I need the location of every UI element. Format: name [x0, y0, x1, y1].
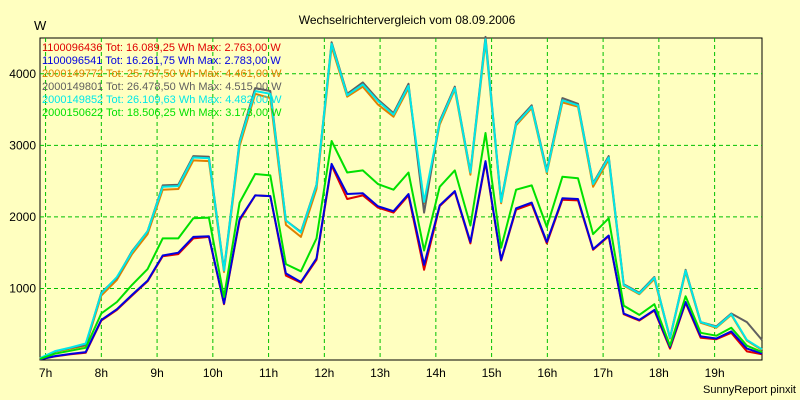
series-line-1100096541	[39, 160, 763, 361]
series-line-1100096436	[39, 161, 763, 361]
series-layer	[39, 35, 763, 361]
y-tick-label: 4000	[9, 67, 36, 81]
x-tick-label: 10h	[203, 366, 223, 380]
x-tick-label: 13h	[370, 366, 390, 380]
x-tick-label: 14h	[426, 366, 446, 380]
x-tick-label: 16h	[537, 366, 557, 380]
legend-entry-1100096436: 1100096436 Tot: 16.089,25 Wh Max: 2.763,…	[42, 42, 281, 54]
series-line-2000150622	[39, 132, 763, 360]
x-tick-label: 18h	[649, 366, 669, 380]
x-tick-label: 9h	[150, 366, 163, 380]
x-tick-label: 7h	[39, 366, 52, 380]
y-tick-label: 1000	[9, 281, 36, 295]
legend-entry-2000149801: 2000149801 Tot: 26.478,50 Wh Max: 4.515,…	[42, 81, 282, 93]
y-tick-label: 2000	[9, 210, 36, 224]
y-tick-label: 3000	[9, 138, 36, 152]
footer-credit: SunnyReport pinxit	[703, 384, 796, 396]
y-tick-labels: 1000 2000 3000 4000	[9, 67, 36, 296]
chart-title: Wechselrichtervergleich vom 08.09.2006	[299, 13, 516, 27]
legend-entry-1100096541: 1100096541 Tot: 16.261,75 Wh Max: 2.783,…	[42, 55, 281, 67]
x-tick-label: 8h	[95, 366, 108, 380]
x-tick-label: 15h	[482, 366, 502, 380]
y-axis-unit-label: W	[34, 18, 47, 33]
series-line-2000149852	[39, 38, 763, 360]
legend-entry-2000149772: 2000149772 Tot: 25.787,50 Wh Max: 4.461,…	[42, 68, 282, 80]
x-tick-label: 19h	[705, 366, 725, 380]
legend: 1100096436 Tot: 16.089,25 Wh Max: 2.763,…	[42, 42, 282, 119]
plot-area	[39, 37, 763, 361]
legend-entry-2000149852: 2000149852 Tot: 26.109,63 Wh Max: 4.482,…	[42, 94, 282, 106]
grid	[40, 38, 762, 360]
x-tick-label: 12h	[314, 366, 334, 380]
x-tick-label: 11h	[259, 366, 278, 380]
legend-entry-2000150622: 2000150622 Tot: 18.506,25 Wh Max: 3.173,…	[42, 107, 282, 119]
x-tick-labels: 7h 8h 9h 10h 11h 12h 13h 14h 15h 16h 17h 18h 19h	[39, 366, 725, 380]
x-tick-label: 17h	[593, 366, 613, 380]
